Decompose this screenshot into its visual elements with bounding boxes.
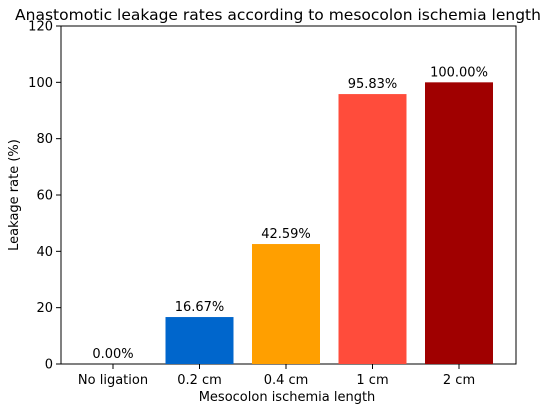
bar-value-label: 16.67%	[175, 300, 225, 315]
bar-value-label: 42.59%	[261, 227, 311, 242]
bar	[252, 244, 320, 364]
x-axis-label: Mesocolon ischemia length	[199, 390, 376, 405]
bar-data-labels: 0.00% 16.67% 42.59% 95.83% 100.00%	[92, 65, 488, 362]
bar-value-label: 100.00%	[430, 65, 488, 80]
x-tick-label: 2 cm	[443, 373, 475, 388]
chart-title: Anastomotic leakage rates according to m…	[15, 6, 541, 24]
x-tick-label: 1 cm	[356, 373, 388, 388]
bar-value-label: 95.83%	[348, 77, 398, 92]
bar-value-label: 0.00%	[92, 347, 133, 362]
y-tick-label: 120	[28, 20, 53, 35]
bars	[165, 82, 493, 365]
y-tick-label: 40	[36, 245, 53, 260]
y-tick-label: 100	[28, 76, 53, 91]
y-tick-label: 60	[36, 189, 53, 204]
bar	[425, 82, 493, 364]
x-tick-label: 0.2 cm	[177, 373, 222, 388]
y-axis: 0 20 40 60 80 100 120	[28, 20, 61, 373]
y-tick-label: 80	[36, 132, 53, 147]
y-axis-label: Leakage rate (%)	[7, 139, 22, 251]
bar	[165, 317, 234, 364]
x-tick-label: 0.4 cm	[264, 373, 309, 388]
x-tick-label: No ligation	[78, 373, 148, 388]
y-tick-label: 20	[36, 301, 53, 316]
x-axis: No ligation 0.2 cm 0.4 cm 1 cm 2 cm	[78, 364, 475, 388]
bar	[338, 94, 407, 365]
y-tick-label: 0	[45, 358, 53, 373]
